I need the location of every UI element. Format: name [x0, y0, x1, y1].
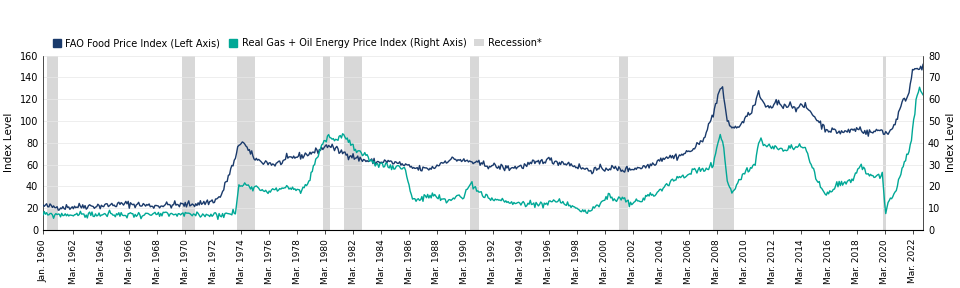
Bar — [344, 56, 363, 230]
Bar — [236, 56, 255, 230]
Y-axis label: Index Level: Index Level — [4, 113, 14, 173]
Bar — [469, 56, 479, 230]
Bar — [883, 56, 886, 230]
Bar — [713, 56, 734, 230]
Bar — [181, 56, 195, 230]
Bar — [47, 56, 59, 230]
Bar — [323, 56, 330, 230]
Y-axis label: Index Level: Index Level — [946, 113, 956, 173]
Legend: FAO Food Price Index (Left Axis), Real Gas + Oil Energy Price Index (Right Axis): FAO Food Price Index (Left Axis), Real G… — [48, 34, 545, 52]
Bar — [619, 56, 628, 230]
